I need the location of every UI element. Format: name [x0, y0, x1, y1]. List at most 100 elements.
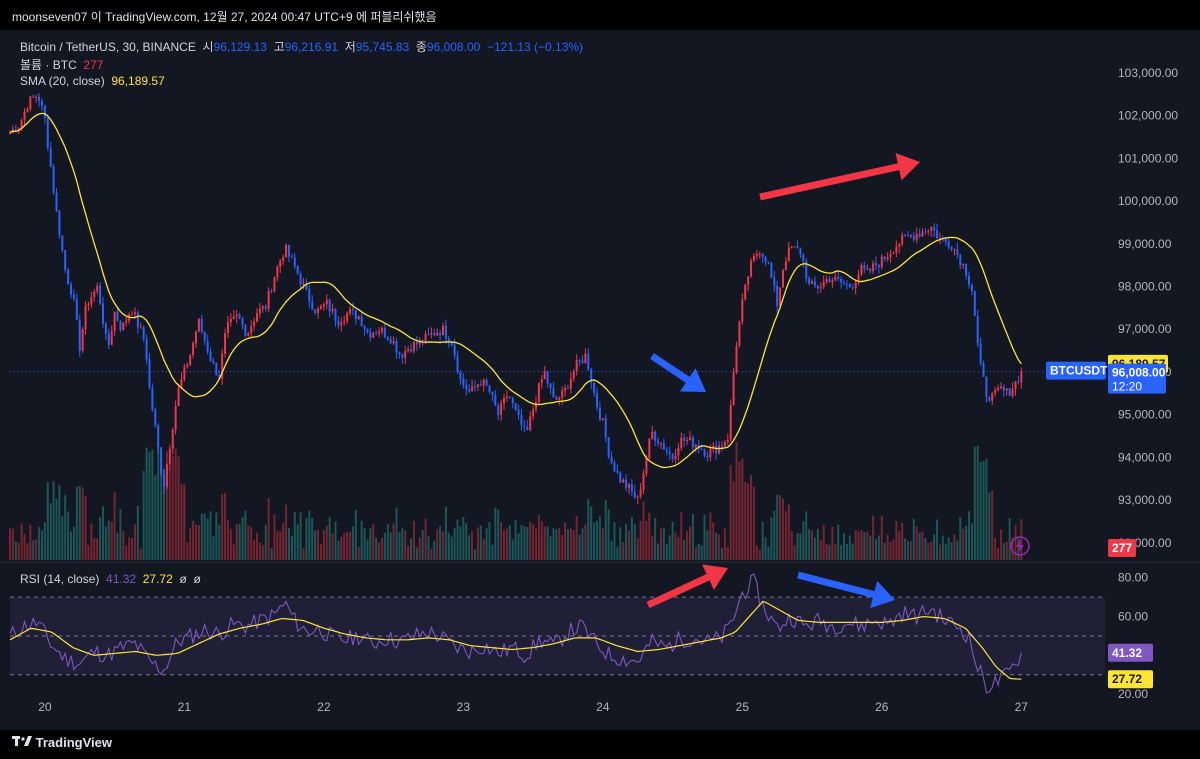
- symbol-title: Bitcoin / TetherUS, 30, BINANCE: [20, 40, 196, 54]
- volume-bar: [590, 506, 593, 560]
- candle-body: [267, 290, 270, 309]
- candle-body: [904, 234, 907, 236]
- tv-logo-icon: [12, 736, 32, 746]
- candle-body: [985, 376, 988, 398]
- volume-bar: [979, 461, 982, 560]
- candle-body: [343, 321, 346, 323]
- volume-bar: [101, 506, 104, 560]
- volume-bar: [694, 547, 697, 560]
- candle-body: [906, 234, 909, 236]
- candle-body: [973, 291, 976, 316]
- candle-body: [357, 316, 360, 320]
- candle-body: [40, 100, 43, 107]
- candle-body: [898, 244, 901, 247]
- volume-bar: [232, 544, 235, 560]
- candle-body: [869, 268, 872, 272]
- candle-body: [747, 276, 750, 285]
- candle-body: [956, 249, 959, 255]
- candle-body: [229, 319, 232, 323]
- candle-body: [715, 445, 718, 454]
- date-tick-label: 20: [38, 700, 52, 714]
- date-tick-label: 25: [736, 700, 750, 714]
- candle-body: [816, 285, 819, 289]
- candle-body: [523, 425, 526, 427]
- candle-body: [447, 338, 450, 343]
- volume-bar: [369, 528, 372, 560]
- candle-body: [683, 437, 686, 441]
- volume-bar: [1005, 541, 1008, 560]
- volume-bar: [770, 517, 773, 560]
- candle-body: [999, 386, 1002, 389]
- tradingview-logo[interactable]: TradingView: [12, 735, 112, 750]
- volume-bar: [689, 526, 692, 560]
- candle-body: [302, 283, 305, 285]
- volume-bar: [889, 542, 892, 560]
- candle-body: [764, 256, 767, 263]
- volume-bar: [581, 528, 584, 560]
- volume-bar: [285, 504, 288, 560]
- candle-body: [529, 416, 532, 430]
- candle-body: [970, 284, 973, 292]
- candle-body: [183, 366, 186, 380]
- volume-bar: [314, 530, 317, 560]
- volume-bar: [601, 528, 604, 560]
- volume-bar: [944, 543, 947, 560]
- candle-body: [930, 227, 933, 231]
- volume-bar: [322, 530, 325, 560]
- volume-bar: [136, 505, 139, 560]
- volume-bar: [999, 529, 1002, 560]
- candle-body: [247, 332, 250, 336]
- close-tag-bg: [1108, 363, 1166, 394]
- candle-body: [194, 331, 197, 344]
- candle-body: [793, 246, 796, 248]
- chart-canvas[interactable]: 92,000.0093,000.0094,000.0095,000.0096,0…: [0, 30, 1200, 730]
- volume-bar: [456, 519, 459, 560]
- date-tick-label: 23: [457, 700, 471, 714]
- candle-body: [444, 325, 447, 339]
- candle-body: [203, 331, 206, 341]
- volume-bar: [802, 521, 805, 560]
- publish-caption: moonseven07 이 TradingView.com, 12월 27, 2…: [12, 10, 437, 24]
- candle-body: [160, 447, 163, 475]
- volume-bar: [572, 530, 575, 560]
- open-label: 시: [202, 40, 214, 54]
- volume-bar: [328, 516, 331, 560]
- volume-bar: [863, 532, 866, 560]
- candle-body: [936, 230, 939, 239]
- candle-body: [372, 333, 375, 338]
- candle-body: [828, 279, 831, 283]
- volume-bar: [651, 535, 654, 560]
- volume-bar: [630, 517, 633, 560]
- volume-bar: [287, 527, 290, 560]
- candle-body: [468, 389, 471, 392]
- candle-body: [857, 274, 860, 283]
- candle-body: [116, 311, 119, 322]
- volume-bar: [848, 535, 851, 560]
- candle-body: [546, 371, 549, 384]
- candle-body: [459, 371, 462, 379]
- date-tick-label: 21: [178, 700, 192, 714]
- candle-body: [64, 250, 67, 271]
- volume-bar: [311, 518, 314, 560]
- rsi-layer: [9, 573, 1105, 694]
- candle-body: [78, 319, 81, 351]
- rsi-value: 41.32: [106, 572, 137, 586]
- volume-bar: [633, 523, 636, 560]
- volume-bar: [206, 518, 209, 560]
- candle-body: [407, 349, 410, 352]
- volume-bar: [904, 538, 907, 560]
- chart-area[interactable]: 92,000.0093,000.0094,000.0095,000.0096,0…: [0, 30, 1200, 730]
- candle-body: [648, 438, 651, 459]
- candle-body: [569, 378, 572, 389]
- sma-value: 96,189.57: [111, 74, 165, 88]
- volume-bar: [991, 490, 994, 560]
- rsi-ma-tag-text: 27.72: [1112, 672, 1142, 686]
- candle-body: [700, 448, 703, 450]
- candle-body: [200, 318, 203, 332]
- candle-body: [462, 378, 465, 385]
- candle-body: [596, 393, 599, 408]
- candle-body: [729, 404, 732, 440]
- volume-bar: [973, 446, 976, 560]
- candle-body: [796, 246, 799, 249]
- volume-bar: [256, 532, 259, 560]
